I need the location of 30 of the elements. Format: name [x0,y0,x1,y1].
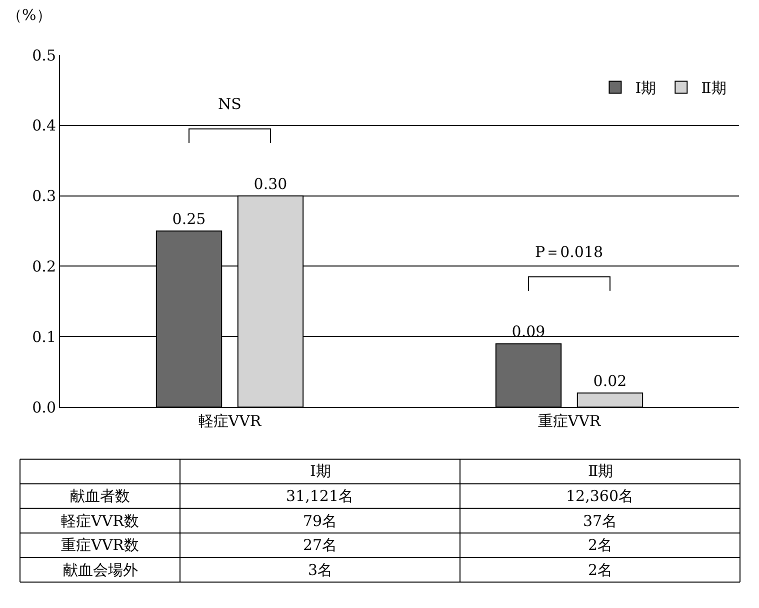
category-label: Ⅰ期 [310,462,331,480]
y-tick-label: 0.4 [32,116,56,135]
y-tick-label: 0.3 [32,187,56,206]
text: 2名 [588,536,613,554]
text: 37名 [583,512,618,530]
text: 2名 [588,561,613,579]
x-tick-label: 重症VVR [538,412,602,430]
category-label: Ⅱ期 [588,462,614,480]
text: 0.02 [593,372,627,390]
text: 31,121名 [286,487,354,505]
annotation: P＝0.018 [535,243,604,261]
y-tick-label: 0.1 [32,328,56,346]
category-label: 軽症VVR数 [61,512,139,530]
annotation: NS [218,95,242,113]
text: 0.30 [254,174,288,193]
text: 79名 [303,512,338,530]
legend-label: Ⅰ期 [635,79,656,98]
x-tick-label: 軽症VVR [198,412,262,430]
y-axis-title: （%） [7,6,52,24]
category-label: 献血会場外 [63,561,138,579]
text: 12,360名 [566,487,634,505]
y-tick-label: 0.2 [32,257,56,276]
category-label: 重症VVR数 [61,536,139,554]
text: 27名 [303,536,338,554]
y-tick-label: 0.0 [32,398,56,416]
y-tick-label: 0.5 [32,46,56,64]
text: 0.25 [172,210,206,228]
legend-label: Ⅱ期 [701,79,726,98]
text: 3名 [308,561,333,579]
category-label: 献血者数 [70,487,130,505]
